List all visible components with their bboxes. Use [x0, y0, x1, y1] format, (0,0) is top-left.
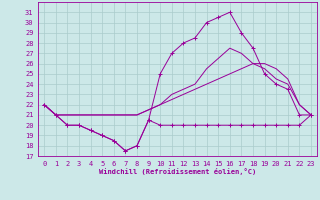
- X-axis label: Windchill (Refroidissement éolien,°C): Windchill (Refroidissement éolien,°C): [99, 168, 256, 175]
